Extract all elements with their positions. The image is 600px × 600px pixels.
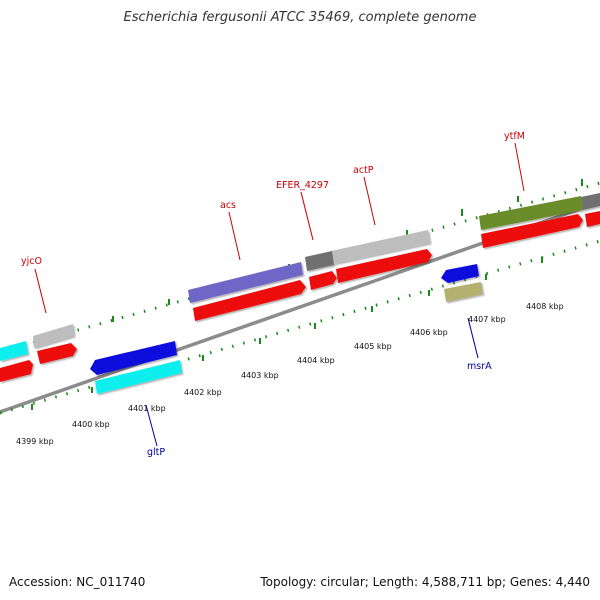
- feature-cds-red: [193, 280, 306, 321]
- tick-label: 4405 kbp: [354, 342, 392, 351]
- tick-label: 4408 kbp: [526, 302, 564, 311]
- acs-leader: [228, 211, 241, 261]
- map-title: Escherichia fergusonii ATCC 35469, compl…: [123, 10, 477, 25]
- gene-label-gltP: gltP: [147, 447, 165, 458]
- feature-blue: [90, 341, 177, 375]
- tick-label: 4402 kbp: [184, 388, 222, 397]
- tick-label: 4403 kbp: [241, 371, 279, 380]
- gene-label-acs: acs: [220, 200, 236, 211]
- feature-gray: [331, 230, 430, 264]
- feature-khaki: [444, 282, 483, 302]
- gene-label-yjcO: yjcO: [21, 256, 42, 267]
- actP-leader: [363, 176, 376, 226]
- ytfM-leader: [514, 142, 525, 192]
- gene-label-ytfM: ytfM: [504, 131, 525, 142]
- feature-cds-red: [37, 343, 77, 364]
- feature-darkgray: [581, 193, 600, 210]
- msrA-leader: [467, 317, 479, 359]
- feature-cds-red: [585, 211, 600, 227]
- feature-cyan: [0, 341, 28, 361]
- tick-label: 4406 kbp: [410, 328, 448, 337]
- genome-summary-text: Topology: circular; Length: 4,588,711 bp…: [260, 575, 590, 589]
- feature-cds-red: [309, 271, 337, 290]
- tick-label: 4404 kbp: [297, 356, 335, 365]
- tick-label: 4400 kbp: [72, 420, 110, 429]
- gltP-leader: [145, 404, 158, 447]
- gene-label-actP: actP: [353, 165, 374, 176]
- feature-cds-red: [481, 214, 583, 248]
- feature-gray: [33, 324, 74, 348]
- EFER_4297-leader: [300, 191, 314, 241]
- feature-cds-red: [336, 249, 432, 283]
- tick-label: 4407 kbp: [468, 315, 506, 324]
- accession-text: Accession: NC_011740: [9, 575, 146, 589]
- feature-cds-red: [0, 360, 33, 382]
- tick-label: 4399 kbp: [16, 437, 54, 446]
- gene-label-EFER_4297: EFER_4297: [276, 180, 329, 191]
- feature-darkgray: [305, 251, 334, 271]
- yjcO-leader: [34, 268, 47, 314]
- gene-label-msrA: msrA: [467, 361, 492, 372]
- feature-purple: [188, 262, 303, 303]
- feature-olive: [479, 196, 583, 230]
- feature-cyan: [95, 360, 182, 394]
- feature-blue: [441, 264, 479, 283]
